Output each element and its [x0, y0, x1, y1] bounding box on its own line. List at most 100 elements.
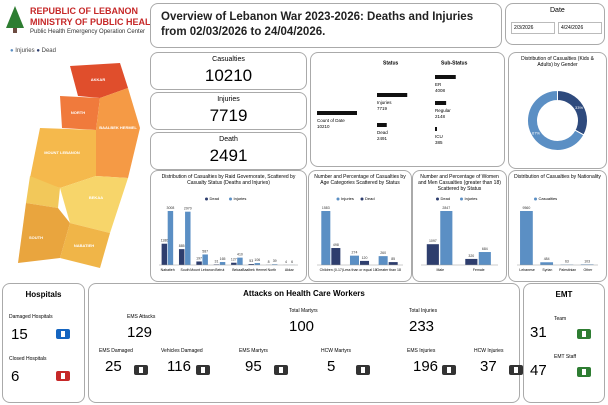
- tree-value: 7719: [377, 106, 388, 111]
- data-label: 9560: [523, 206, 531, 210]
- tree-label: Injuries: [377, 100, 392, 105]
- kpi-label: Vehicles Damaged: [161, 348, 203, 354]
- data-label: 8: [268, 260, 270, 264]
- bar: [271, 264, 278, 265]
- data-label: 320: [468, 254, 474, 258]
- kpi-label: Death: [219, 136, 238, 143]
- kpi-label: EMS Attacks: [127, 314, 156, 320]
- data-label: 63: [565, 260, 569, 264]
- kpi-value: 47: [530, 362, 547, 379]
- bar: [213, 264, 220, 265]
- date-card: Date 2/3/2026 4/24/2026: [505, 3, 605, 45]
- dashboard-title: Overview of Lebanon War 2023-2026: Death…: [161, 11, 474, 38]
- data-label: 1583: [322, 206, 330, 210]
- legend-swatch: [229, 197, 232, 201]
- bar: [231, 262, 237, 265]
- icon: [133, 362, 149, 381]
- icon: [441, 362, 457, 381]
- kpi-label: HCW Injuries: [474, 348, 504, 354]
- kpi-value: 15: [11, 326, 28, 343]
- bar: [520, 211, 533, 265]
- region-label: BEKAA: [89, 195, 103, 200]
- x-tick-label: Akkar: [285, 268, 295, 272]
- tree-label: Regular: [435, 108, 451, 113]
- data-label: 85: [391, 257, 395, 261]
- x-tick-label: Syrian: [542, 268, 552, 272]
- region-label: AKKAR: [91, 77, 106, 82]
- chart-title: Number and Percentage of Women and Men C…: [418, 174, 501, 192]
- emt-card: EMT Team 31 EMT Staff 47: [523, 283, 605, 403]
- data-label: 31: [215, 259, 219, 263]
- region-label: NORTH: [71, 110, 85, 115]
- tree-value: 2491: [377, 136, 388, 141]
- kpi-label: Total Martyrs: [289, 308, 318, 314]
- kpi-value: 129: [127, 324, 153, 341]
- kpi-label: EMS Injuries: [407, 348, 436, 354]
- kpi-label: Team: [554, 316, 567, 322]
- region-label: NABATIEH: [74, 243, 94, 248]
- bar: [219, 262, 226, 265]
- data-label: 410: [237, 253, 243, 257]
- data-label: 1186: [161, 239, 169, 243]
- kpi-value: 31: [530, 324, 547, 341]
- title-card: Overview of Lebanon War 2023-2026: Death…: [150, 3, 502, 48]
- tree-label: ER: [435, 82, 442, 87]
- chart-card: Distribution of Casualties by Nationalit…: [508, 170, 607, 282]
- kpi-label: Total Injuries: [409, 308, 438, 314]
- chart: Casualties 9560 484 63 103 Lebanese Syrian Pale…: [517, 196, 598, 272]
- icon-shape: [509, 365, 523, 375]
- data-label: 3008: [167, 206, 175, 210]
- tree-value: 385: [435, 140, 443, 145]
- chart-title: Distribution of Casualties (Kids & Adult…: [521, 56, 594, 68]
- bar: [248, 264, 254, 265]
- legend-swatch: [360, 197, 364, 201]
- icon-shape: [134, 365, 148, 375]
- data-label: 260: [380, 251, 386, 255]
- data-label: 2970: [184, 207, 192, 211]
- legend-label: Injuries: [341, 196, 354, 201]
- header-line2: MINISTRY OF PUBLIC HEALTH: [30, 17, 162, 27]
- chart-card: Distribution of Casualties by Raid Gover…: [150, 170, 307, 282]
- icon-shape: [577, 367, 591, 377]
- data-label: 67%: [532, 130, 540, 135]
- section-title: EMT: [555, 290, 573, 299]
- data-label: 106: [254, 258, 260, 262]
- icon: [576, 364, 592, 383]
- header-line3: Public Health Emergency Operation Center: [30, 29, 146, 35]
- cedar-icon: [6, 6, 24, 33]
- date-label: Date: [550, 7, 565, 14]
- attacks-card: Attacks on Health Care Workers EMS Attack…: [88, 283, 523, 403]
- chart-card: Number and Percentage of Women and Men C…: [412, 170, 507, 282]
- bar: [378, 256, 388, 265]
- x-tick-label: Nabatieh: [161, 268, 175, 272]
- x-tick-label: Mount Lebanon: [190, 268, 214, 272]
- bar: [349, 255, 359, 265]
- region-label: SOUTH: [29, 235, 43, 240]
- data-label: 197: [196, 256, 202, 260]
- data-label: 6: [291, 260, 293, 264]
- chart-card: Distribution of Casualties (Kids & Adult…: [508, 52, 607, 169]
- icon-shape: [274, 365, 288, 375]
- bar: [426, 244, 439, 265]
- x-tick-label: Female: [473, 268, 485, 272]
- bar: [388, 262, 398, 265]
- section-title: Hospitals: [25, 290, 62, 299]
- bar: [478, 252, 491, 265]
- kpi-value: 95: [245, 358, 262, 375]
- kpi-value: 6: [11, 368, 20, 385]
- kpi-value: 233: [409, 318, 435, 335]
- data-label: 33%: [575, 105, 583, 110]
- date-start[interactable]: 2/3/2026: [511, 22, 555, 34]
- tree-bar: [377, 93, 408, 97]
- legend-swatch: [534, 197, 537, 201]
- kpi-card: Casualties 10210: [150, 52, 307, 90]
- legend-label: Dead: [441, 196, 451, 201]
- icon-shape: [196, 365, 210, 375]
- legend-label: Injuries: [234, 196, 247, 201]
- kpi-value: 116: [167, 358, 191, 375]
- region-label: BEIRUT: [9, 182, 24, 187]
- data-label: 4: [285, 260, 287, 264]
- bar: [237, 257, 243, 265]
- data-label: 53: [249, 259, 253, 263]
- date-end[interactable]: 4/24/2026: [558, 22, 602, 34]
